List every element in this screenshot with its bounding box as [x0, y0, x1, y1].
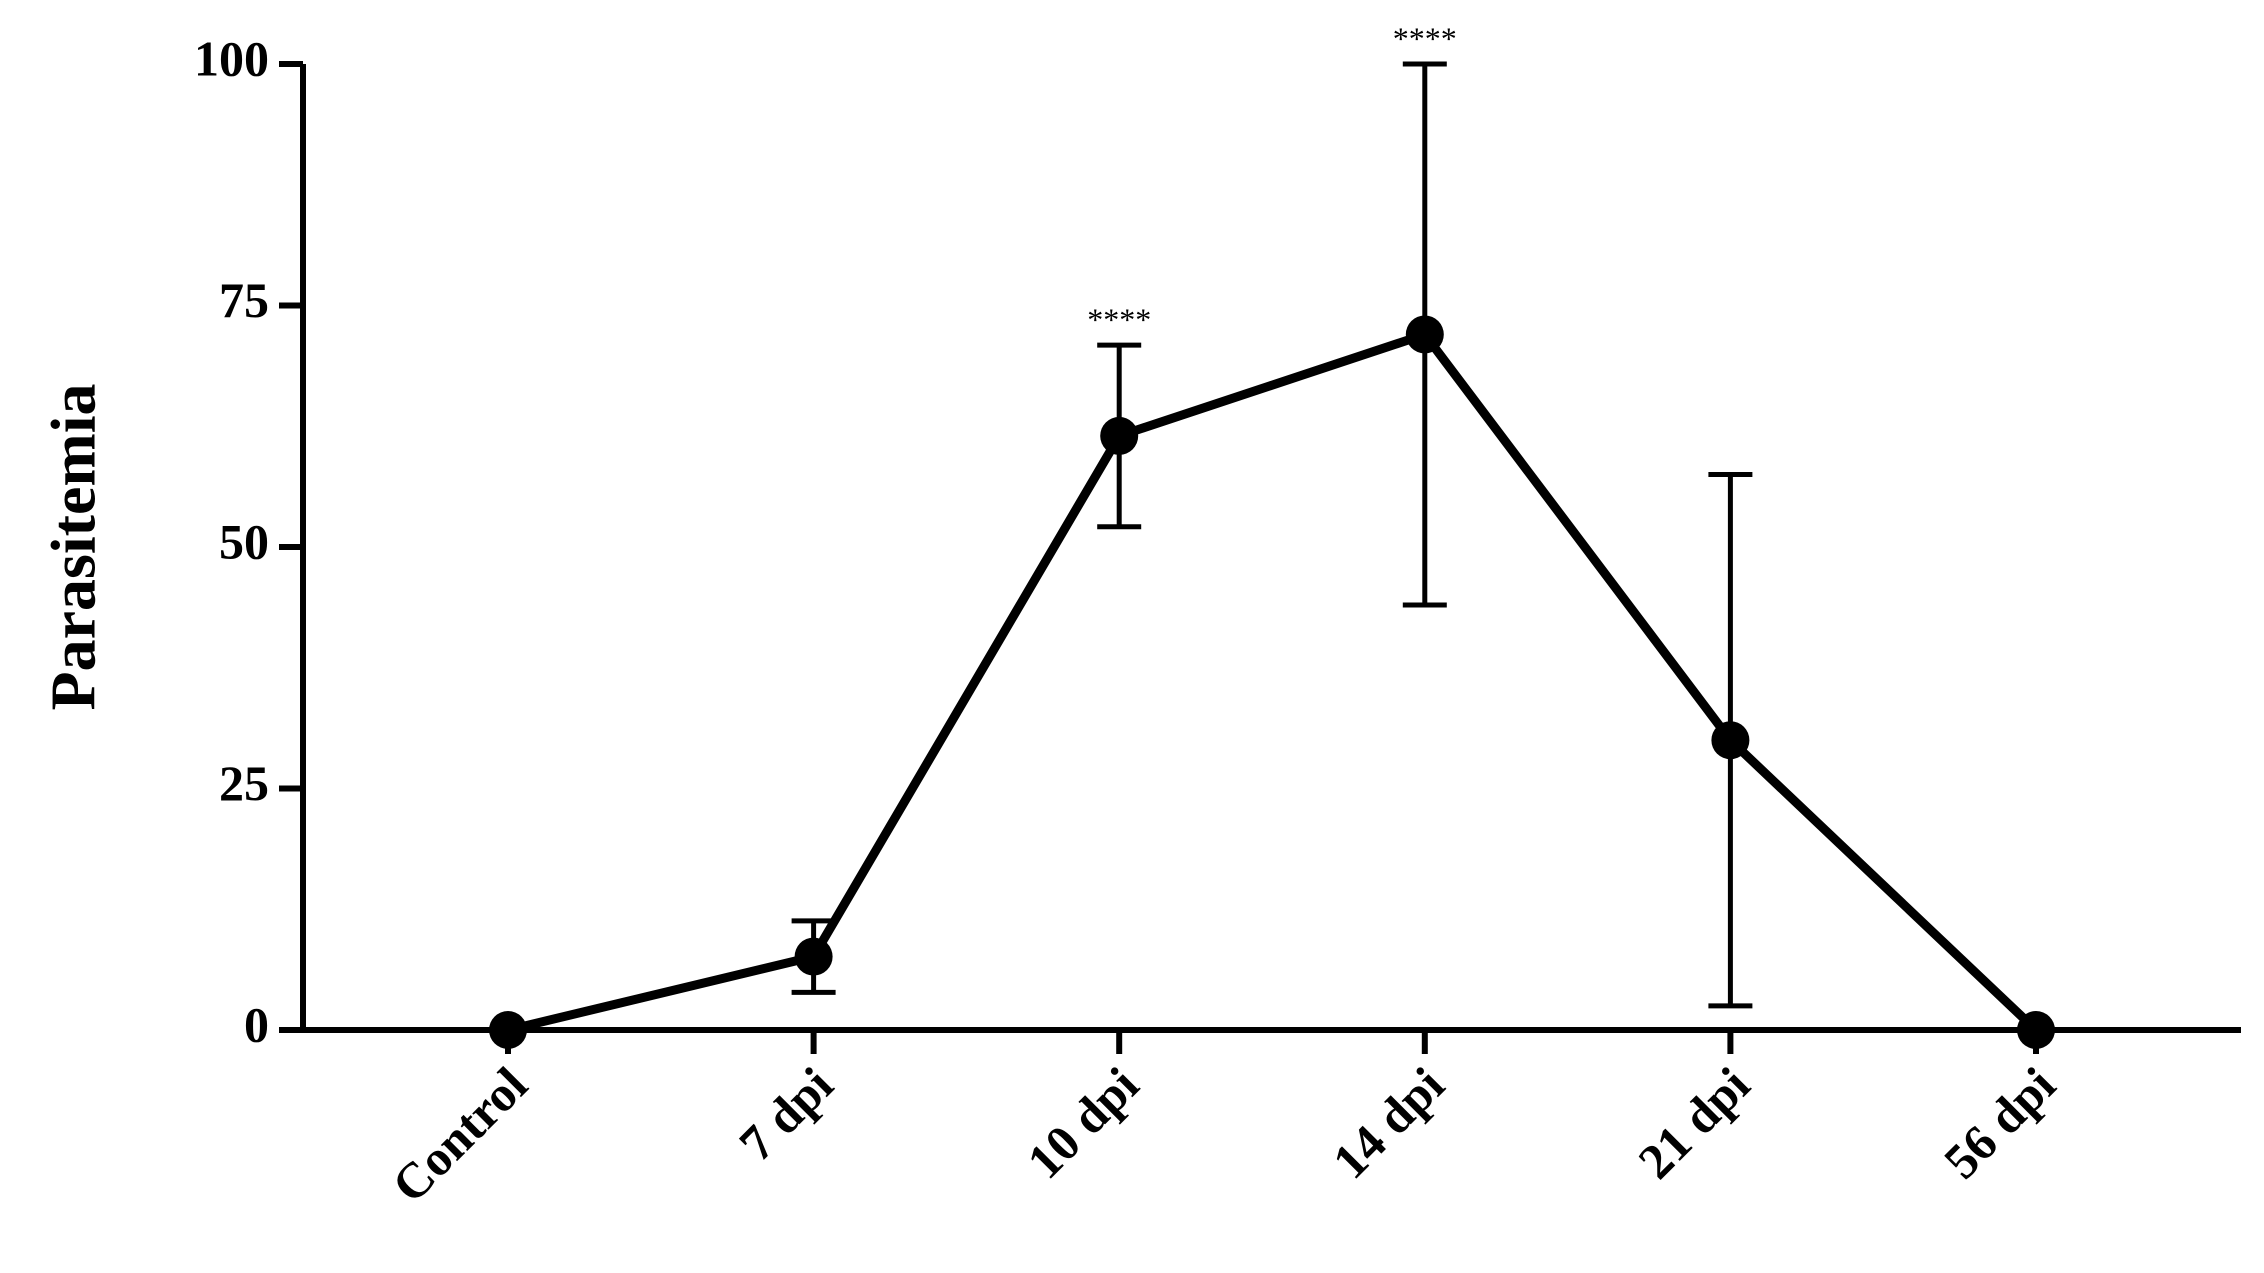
- y-tick-label: 0: [244, 996, 269, 1052]
- data-point: [794, 937, 833, 976]
- x-tick-label: 21 dpi: [1627, 1056, 1760, 1189]
- data-point: [1405, 315, 1444, 354]
- x-tick-label: 14 dpi: [1322, 1056, 1455, 1189]
- y-tick-label: 25: [219, 755, 269, 811]
- x-tick-label: 56 dpi: [1933, 1056, 2066, 1189]
- series-line: [506, 329, 2040, 1035]
- x-tick-label: Control: [381, 1056, 538, 1213]
- significance-annotation: ****: [1087, 301, 1151, 337]
- data-point: [2017, 1011, 2055, 1049]
- data-point: [1100, 416, 1139, 455]
- data-point: [1711, 721, 1750, 760]
- x-tick-label: 10 dpi: [1016, 1056, 1149, 1189]
- y-tick-label: 50: [219, 513, 269, 569]
- y-tick-label: 100: [194, 30, 269, 86]
- data-point: [489, 1011, 527, 1049]
- y-tick-label: 75: [219, 272, 269, 328]
- x-tick-label: 7 dpi: [728, 1056, 843, 1171]
- significance-annotation: ****: [1393, 20, 1457, 56]
- y-axis-label: Parasitemia: [38, 384, 109, 711]
